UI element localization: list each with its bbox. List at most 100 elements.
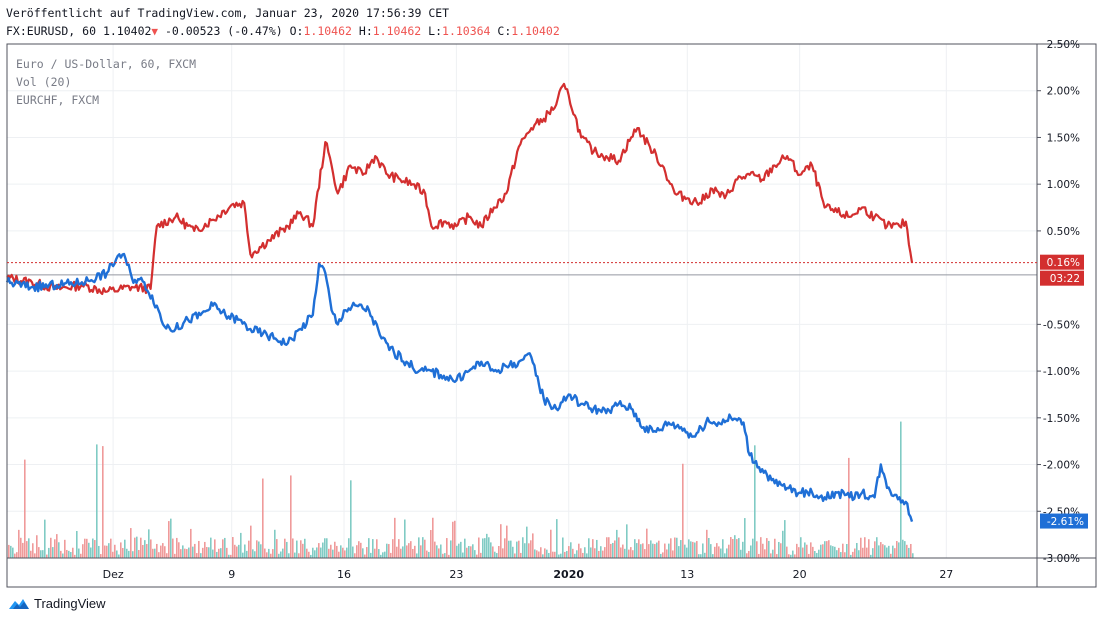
volume-bar (852, 551, 854, 558)
volume-bar (304, 538, 306, 558)
volume-bar (708, 537, 710, 558)
volume-bar (110, 538, 112, 558)
volume-bar (104, 545, 106, 558)
volume-bar (480, 552, 482, 558)
volume-bar (778, 541, 780, 558)
x-tick-label: 9 (228, 568, 235, 581)
volume-bar (730, 537, 732, 558)
volume-bar (430, 530, 432, 558)
volume-bar (368, 538, 370, 558)
volume-bar (82, 544, 84, 558)
volume-bar (600, 546, 602, 558)
eurchf-price-label: 0.16% (1047, 257, 1080, 269)
open-label: O: (289, 24, 304, 38)
volume-bar (742, 541, 744, 558)
volume-bar (720, 548, 722, 558)
legend-volume[interactable]: Vol (20) (16, 75, 72, 89)
volume-bar (528, 543, 530, 558)
volume-bar (200, 553, 202, 558)
volume-bar (598, 550, 600, 558)
volume-bar (644, 549, 646, 558)
volume-bar (572, 548, 574, 558)
volume-bar (52, 547, 54, 558)
volume-bar (910, 543, 912, 558)
volume-bar (214, 539, 216, 558)
volume-bar (246, 550, 248, 558)
volume-bar (726, 548, 728, 558)
volume-bar (522, 537, 524, 558)
volume-bar (126, 548, 128, 558)
volume-bar (376, 539, 378, 558)
volume-bar (892, 545, 894, 558)
volume-bar (754, 445, 756, 558)
volume-bar (444, 553, 446, 558)
volume-bar (790, 554, 792, 558)
volume-bar (510, 540, 512, 558)
volume-bar (702, 543, 704, 558)
volume-bar (202, 547, 204, 558)
volume-bar (128, 550, 130, 558)
low-label: L: (428, 24, 443, 38)
volume-bar (668, 543, 670, 558)
volume-bar (772, 549, 774, 558)
volume-bar (802, 547, 804, 558)
volume-bar (46, 554, 48, 558)
tradingview-footer[interactable]: TradingView (8, 596, 106, 611)
volume-bar (880, 542, 882, 558)
volume-bar (168, 521, 170, 558)
volume-bar (740, 549, 742, 558)
volume-bar (788, 554, 790, 558)
volume-bar (648, 544, 650, 558)
volume-bar (818, 549, 820, 558)
legend-main-series[interactable]: Euro / US-Dollar, 60, FXCM (16, 57, 197, 71)
volume-bar (596, 539, 598, 558)
close-label: C: (497, 24, 512, 38)
volume-bar (452, 521, 454, 558)
legend-compare-series[interactable]: EURCHF, FXCM (16, 93, 100, 107)
volume-bar (220, 548, 222, 558)
volume-bar (546, 549, 548, 558)
volume-bar (180, 549, 182, 558)
volume-bar (86, 538, 88, 558)
price-change: -0.00523 (-0.47%) (164, 24, 283, 38)
volume-bar (312, 547, 314, 558)
volume-bar (112, 551, 114, 558)
volume-bar (412, 548, 414, 558)
symbol-label: FX:EURUSD, 60 (6, 24, 97, 38)
volume-bar (620, 547, 622, 558)
volume-bar (402, 546, 404, 558)
volume-bar (416, 553, 418, 558)
y-tick-label: 1.00% (1047, 179, 1080, 191)
volume-bar (54, 539, 56, 558)
volume-bar (308, 551, 310, 558)
volume-bar (358, 541, 360, 558)
volume-bar (686, 547, 688, 558)
volume-bar (876, 537, 878, 558)
volume-bar (20, 537, 22, 558)
volume-bar (348, 538, 350, 558)
volume-bar (850, 554, 852, 558)
volume-bar (614, 540, 616, 558)
volume-bar (570, 542, 572, 558)
volume-bar (652, 543, 654, 558)
volume-bar (18, 529, 20, 558)
volume-bar (184, 548, 186, 558)
volume-bar (194, 543, 196, 558)
volume-bar (64, 539, 66, 558)
volume-bar (840, 552, 842, 558)
volume-bar (516, 541, 518, 558)
volume-bar (482, 538, 484, 558)
volume-bar (858, 550, 860, 558)
eurusd-line (5, 252, 914, 522)
volume-bar (294, 552, 296, 558)
volume-bar (150, 539, 152, 558)
volume-bar (122, 547, 124, 558)
volume-bar (660, 553, 662, 558)
volume-bar (508, 540, 510, 558)
volume-bar (856, 542, 858, 558)
volume-bar (460, 541, 462, 558)
volume-bar (198, 540, 200, 558)
y-tick-label: 0.50% (1047, 226, 1080, 238)
volume-bar (594, 548, 596, 558)
